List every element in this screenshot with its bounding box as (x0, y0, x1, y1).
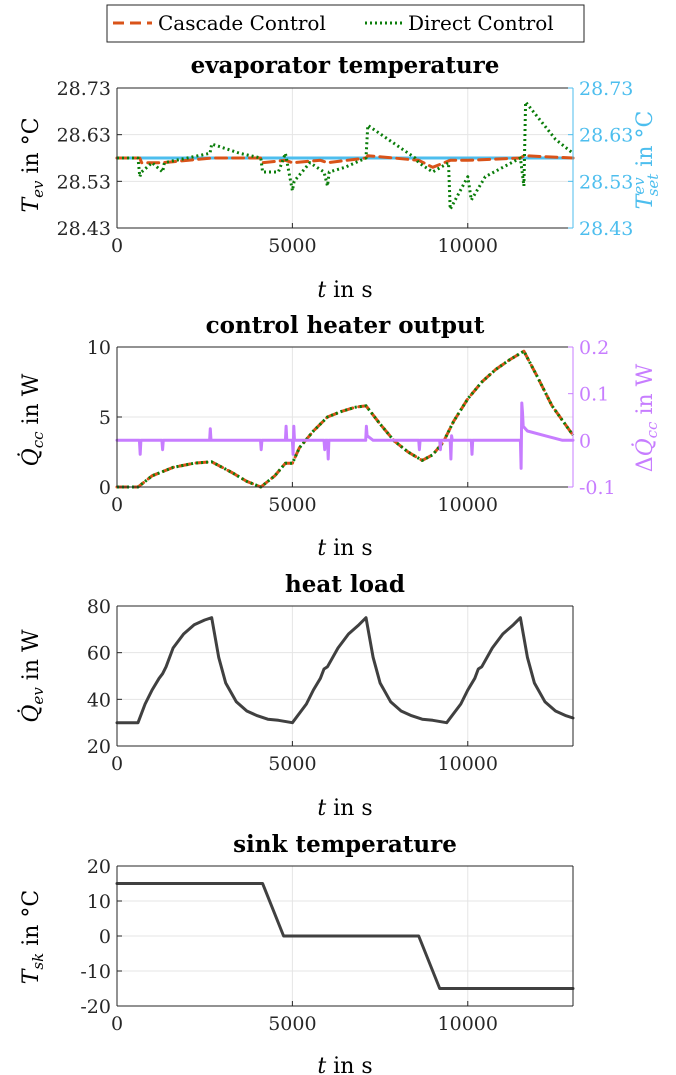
panel-sink-temperature: sink temperature 0 5000 10000 -20 -10 0 10 20 T… (19, 831, 573, 1075)
y-tick-label: 20 (87, 856, 111, 878)
y-right-tick-label: 28.53 (579, 171, 633, 193)
y-axis-right-label: ΔQ̇cc in W (632, 363, 661, 472)
y-axis-label: Tsk in °C (19, 890, 47, 985)
y-tick-label: 60 (87, 643, 111, 665)
legend-label-direct: Direct Control (408, 11, 554, 35)
x-tick-label: 0 (111, 753, 123, 775)
panel-evaporator-temperature: evaporator temperature 0 5000 10000 28.43 28… (19, 52, 662, 303)
y-right-tick-label: -0.1 (579, 477, 616, 499)
y-tick-label: 28.43 (57, 218, 111, 240)
y-tick-label: 40 (87, 689, 111, 711)
legend-label-cascade: Cascade Control (158, 11, 326, 35)
y-right-tick-label: 28.43 (579, 218, 633, 240)
panel-title: evaporator temperature (191, 52, 500, 79)
y-tick-label: -10 (80, 961, 111, 983)
x-axis-label: t in s (317, 278, 372, 303)
x-tick-label: 5000 (268, 753, 316, 775)
series-line-direct-control (117, 102, 573, 209)
y-tick-label: 20 (87, 736, 111, 758)
y-tick-label: -20 (80, 996, 111, 1018)
x-tick-label: 0 (111, 235, 123, 257)
series-line-cascade-control (117, 351, 573, 487)
y-right-tick-label: 0.1 (579, 384, 609, 406)
plot-area: 0 5000 10000 -20 -10 0 10 20 (80, 856, 573, 1035)
y-axis-label: Q̇cc in W (18, 373, 47, 466)
y-tick-label: 5 (99, 407, 111, 429)
x-tick-label: 10000 (438, 1013, 498, 1035)
x-tick-label: 10000 (438, 753, 498, 775)
x-tick-label: 5000 (268, 494, 316, 516)
panel-title: sink temperature (233, 831, 457, 858)
x-tick-label: 10000 (438, 235, 498, 257)
x-tick-label: 10000 (438, 494, 498, 516)
series-line--q-cc (117, 403, 573, 468)
panel-control-heater-output: control heater output 0 5000 10000 0 5 10 -0.1… (18, 312, 661, 561)
y-right-tick-label: 0.2 (579, 337, 609, 359)
panel-title: control heater output (206, 312, 485, 339)
series-line-direct-control (117, 351, 573, 487)
y-axis-right-label: Tevset in °C (630, 111, 662, 210)
y-right-tick-label: 28.63 (579, 125, 633, 147)
x-axis-label: t in s (317, 536, 372, 561)
x-tick-label: 5000 (268, 1013, 316, 1035)
y-tick-label: 10 (87, 337, 111, 359)
panel-heat-load: heat load 0 5000 10000 20 40 60 80 Q̇ev in W t… (18, 571, 573, 821)
y-tick-label: 10 (87, 891, 111, 913)
y-tick-label: 0 (99, 477, 111, 499)
y-tick-label: 28.73 (57, 78, 111, 100)
x-tick-label: 0 (111, 494, 123, 516)
x-tick-label: 0 (111, 1013, 123, 1035)
plot-area: 0 5000 10000 20 40 60 80 (87, 596, 573, 775)
y-tick-label: 0 (99, 926, 111, 948)
y-axis-label: Tev in °C (19, 117, 47, 212)
y-tick-label: 28.63 (57, 125, 111, 147)
series-line-series-0 (117, 618, 573, 723)
panel-title: heat load (285, 571, 405, 598)
legend: Cascade Control Direct Control (107, 5, 584, 42)
y-right-tick-label: 28.73 (579, 78, 633, 100)
y-tick-label: 28.53 (57, 171, 111, 193)
y-tick-label: 80 (87, 596, 111, 618)
y-axis-label: Q̇ev in W (18, 629, 47, 723)
plot-area: 0 5000 10000 0 5 10 -0.1 0 0.1 0.2 (87, 337, 616, 516)
y-right-tick-label: 0 (579, 430, 591, 452)
x-tick-label: 5000 (268, 235, 316, 257)
x-axis-label: t in s (317, 1054, 372, 1075)
plot-area: 0 5000 10000 28.43 28.53 28.63 28.73 28.43 28.53… (57, 78, 634, 257)
x-axis-label: t in s (317, 796, 372, 821)
